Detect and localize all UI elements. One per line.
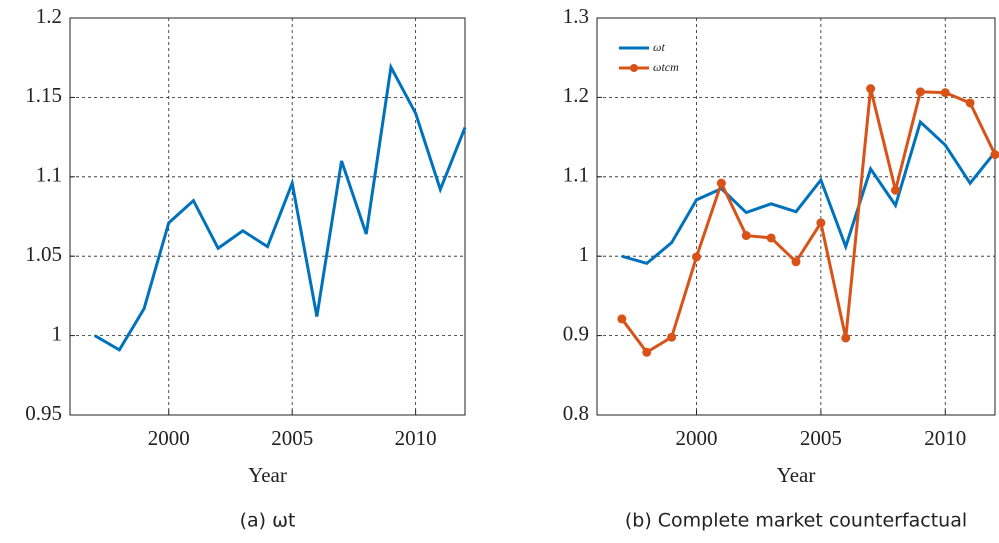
y-tick-label: 1.2 [36,4,62,28]
series-line [620,88,997,355]
y-tick-label: 0.9 [563,321,589,345]
point [766,233,776,243]
point [841,333,851,343]
point [990,150,999,160]
legend-label: ωtcm [653,60,679,74]
y-tick-label: 0.95 [25,401,62,425]
plot-frame [596,17,996,416]
caption: (b) Complete market counterfactual [625,510,967,532]
y-tick-label: 1.2 [563,83,589,107]
point [965,98,975,108]
x-tick-label: 2010 [395,426,437,450]
point [741,231,751,241]
y-tick-label: 1 [52,321,63,345]
series-line [621,119,997,266]
caption: (a) ωt [240,510,296,532]
point [915,87,925,97]
y-tick-label: 1 [579,242,590,266]
point [940,88,950,98]
x-tick-label: 2005 [271,426,313,450]
series-line [93,62,467,352]
point [617,314,627,324]
point [816,218,826,228]
x-tick-label: 2000 [148,426,190,450]
plot-frame [69,17,466,416]
point [866,84,876,94]
legend-marker [630,64,638,72]
point [667,332,677,342]
y-tick-label: 1.1 [36,163,62,187]
y-tick-label: 1.15 [25,83,62,107]
point [716,178,726,188]
x-axis-label: Year [777,463,816,487]
y-tick-label: 1.1 [563,163,589,187]
point [891,185,900,195]
point [692,252,701,262]
x-axis-label: Year [248,463,287,487]
y-tick-label: 1.05 [25,242,62,266]
point [642,347,652,357]
point [791,257,801,267]
legend-label: ωt [653,40,665,54]
x-tick-label: 2005 [800,426,842,450]
y-tick-label: 1.3 [563,4,589,28]
y-tick-label: 0.8 [563,401,589,425]
x-tick-label: 2000 [676,426,718,450]
x-tick-label: 2010 [924,426,966,450]
